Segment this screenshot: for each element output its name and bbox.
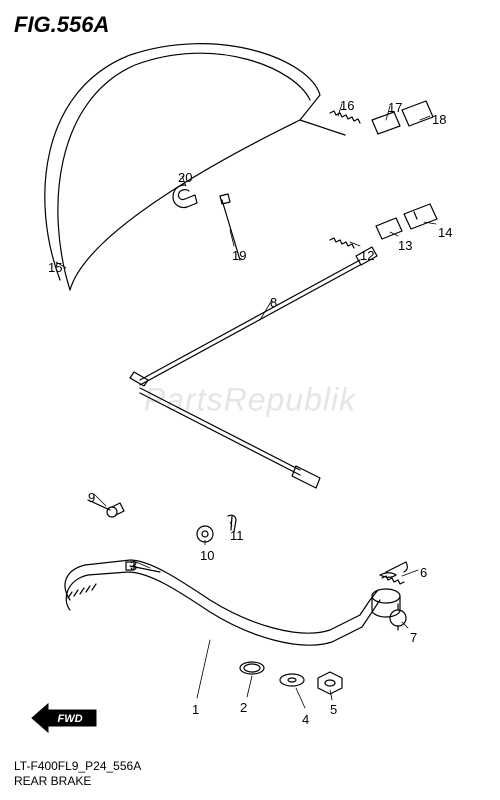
callout-9: 9 [88, 490, 95, 505]
callout-3: 3 [130, 558, 137, 573]
callout-18: 18 [432, 112, 446, 127]
callout-14: 14 [438, 225, 452, 240]
callout-4: 4 [302, 712, 309, 727]
callout-5: 5 [330, 702, 337, 717]
callout-19: 19 [232, 248, 246, 263]
fwd-label-text: FWD [57, 713, 82, 725]
callout-17: 17 [388, 100, 402, 115]
callout-20: 20 [178, 170, 192, 185]
diagram-svg [0, 0, 500, 800]
callout-11: 11 [230, 528, 244, 543]
callout-8: 8 [270, 295, 277, 310]
callout-16: 16 [340, 98, 354, 113]
callout-15: 15 [48, 260, 62, 275]
fwd-arrow-badge: FWD [30, 701, 100, 740]
callout-1: 1 [192, 702, 199, 717]
callout-2: 2 [240, 700, 247, 715]
callout-13: 13 [398, 238, 412, 253]
callout-6: 6 [420, 565, 427, 580]
callout-10: 10 [200, 548, 214, 563]
callout-7: 7 [410, 630, 417, 645]
callout-12: 12 [360, 248, 374, 263]
